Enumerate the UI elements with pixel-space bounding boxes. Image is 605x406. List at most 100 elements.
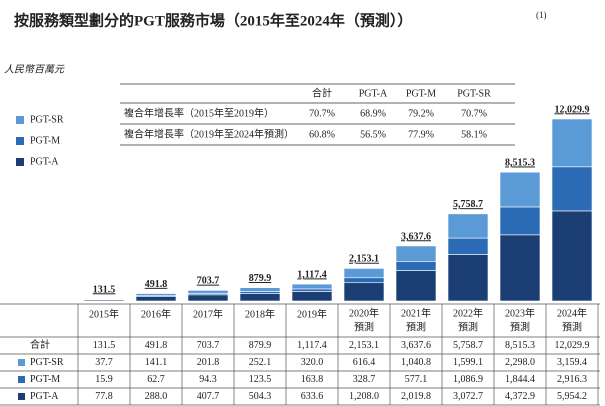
cagr-value: 56.5% (360, 129, 386, 140)
category-label: 2015年 (89, 307, 119, 320)
bar-segment (551, 210, 593, 302)
bar-segment (343, 282, 385, 302)
row-label: PGT-M (30, 374, 60, 385)
bar-segment (135, 296, 177, 302)
category-label: 2024年 (557, 306, 587, 319)
category-label: 2023年 (505, 306, 535, 319)
table-value: 37.7 (95, 357, 113, 368)
table-value: 12,029.9 (555, 340, 590, 351)
bar-segment (239, 287, 281, 292)
table-value: 328.7 (353, 374, 376, 385)
table-value: 15.9 (95, 374, 113, 385)
table-value: 577.1 (405, 374, 428, 385)
table-value: 123.5 (249, 374, 272, 385)
bar-segment (499, 206, 541, 236)
bar-segment (447, 213, 489, 239)
bar-segment (343, 268, 385, 279)
bar-segment (551, 166, 593, 212)
total-label: 1,117.4 (297, 269, 326, 280)
table-value: 62.7 (147, 374, 165, 385)
table-value: 288.0 (145, 391, 168, 402)
table-value: 141.1 (145, 357, 168, 368)
row-label: 合計 (30, 338, 50, 351)
table-value: 616.4 (353, 357, 376, 368)
row-swatch (18, 393, 25, 400)
legend-swatch (16, 116, 24, 124)
bar-segment (291, 283, 333, 290)
table-value: 491.8 (145, 340, 168, 351)
total-label: 2,153.1 (349, 254, 379, 265)
bar-segment (395, 261, 437, 271)
cagr-value: 60.8% (309, 129, 335, 140)
legend-label: PGT-M (30, 135, 60, 146)
total-label: 879.9 (249, 273, 272, 284)
category-label: 2020年 (349, 306, 379, 319)
category-label: 2019年 (297, 307, 327, 320)
cagr-value: 70.7% (309, 108, 335, 119)
table-value: 201.8 (197, 357, 220, 368)
bar-segment (135, 293, 177, 296)
legend-label: PGT-A (30, 156, 59, 167)
bar-segment (551, 118, 593, 168)
cagr-header: 合計 (312, 86, 332, 99)
table-value: 2,019.8 (401, 391, 431, 402)
bar-segment (291, 291, 333, 302)
row-label: PGT-SR (30, 357, 64, 368)
legend-swatch (16, 137, 24, 145)
category-label: 2021年 (401, 306, 431, 319)
table-value: 3,637.6 (401, 340, 431, 351)
table-value: 1,844.4 (505, 374, 535, 385)
cagr-header: PGT-SR (457, 88, 491, 99)
bar-segment (187, 294, 229, 302)
category-label: 2016年 (141, 307, 171, 320)
unit-label: 人民幣百萬元 (4, 63, 65, 75)
table-value: 252.1 (249, 357, 272, 368)
table-value: 1,208.0 (349, 391, 379, 402)
table-value: 8,515.3 (505, 340, 535, 351)
table-value: 504.3 (249, 391, 272, 402)
category-label: 預測 (510, 320, 530, 333)
bar-segment (291, 288, 333, 292)
table-value: 5,758.7 (453, 340, 483, 351)
table-value: 4,372.9 (505, 391, 535, 402)
total-label: 703.7 (197, 276, 220, 287)
bar-segment (447, 237, 489, 255)
chart-title: 按服務類型劃分的PGT服務市場（2015年至2024年（預測）） (14, 11, 412, 29)
table-value: 320.0 (301, 357, 324, 368)
table-value: 1,040.8 (401, 357, 431, 368)
bar-segment (239, 293, 281, 302)
legend-label: PGT-SR (30, 114, 64, 125)
title-note: (1) (536, 10, 547, 20)
cagr-header: PGT-M (406, 88, 436, 99)
table-value: 633.6 (301, 391, 324, 402)
table-value: 94.3 (199, 374, 217, 385)
cagr-value: 77.9% (408, 129, 434, 140)
total-label: 5,758.7 (453, 199, 483, 210)
category-label: 預測 (458, 320, 478, 333)
table-value: 879.9 (249, 340, 272, 351)
table-value: 1,086.9 (453, 374, 483, 385)
table-value: 2,298.0 (505, 357, 535, 368)
table-value: 1,117.4 (297, 340, 327, 351)
category-label: 2017年 (193, 307, 223, 320)
table-value: 1,599.1 (453, 357, 483, 368)
bar-segment (395, 245, 437, 263)
table-value: 3,072.7 (453, 391, 483, 402)
cagr-value: 70.7% (461, 108, 487, 119)
category-label: 2022年 (453, 306, 483, 319)
bar-segment (499, 171, 541, 208)
row-swatch (18, 359, 25, 366)
table-value: 2,916.3 (557, 374, 587, 385)
category-label: 預測 (562, 320, 582, 333)
cagr-value: 79.2% (408, 108, 434, 119)
table-value: 2,153.1 (349, 340, 379, 351)
row-swatch (18, 376, 25, 383)
table-value: 77.8 (95, 391, 113, 402)
category-label: 預測 (406, 320, 426, 333)
category-label: 預測 (354, 320, 374, 333)
legend-swatch (16, 158, 24, 166)
cagr-header: PGT-A (359, 88, 388, 99)
cagr-value: 58.1% (461, 129, 487, 140)
bar-segment (395, 270, 437, 302)
